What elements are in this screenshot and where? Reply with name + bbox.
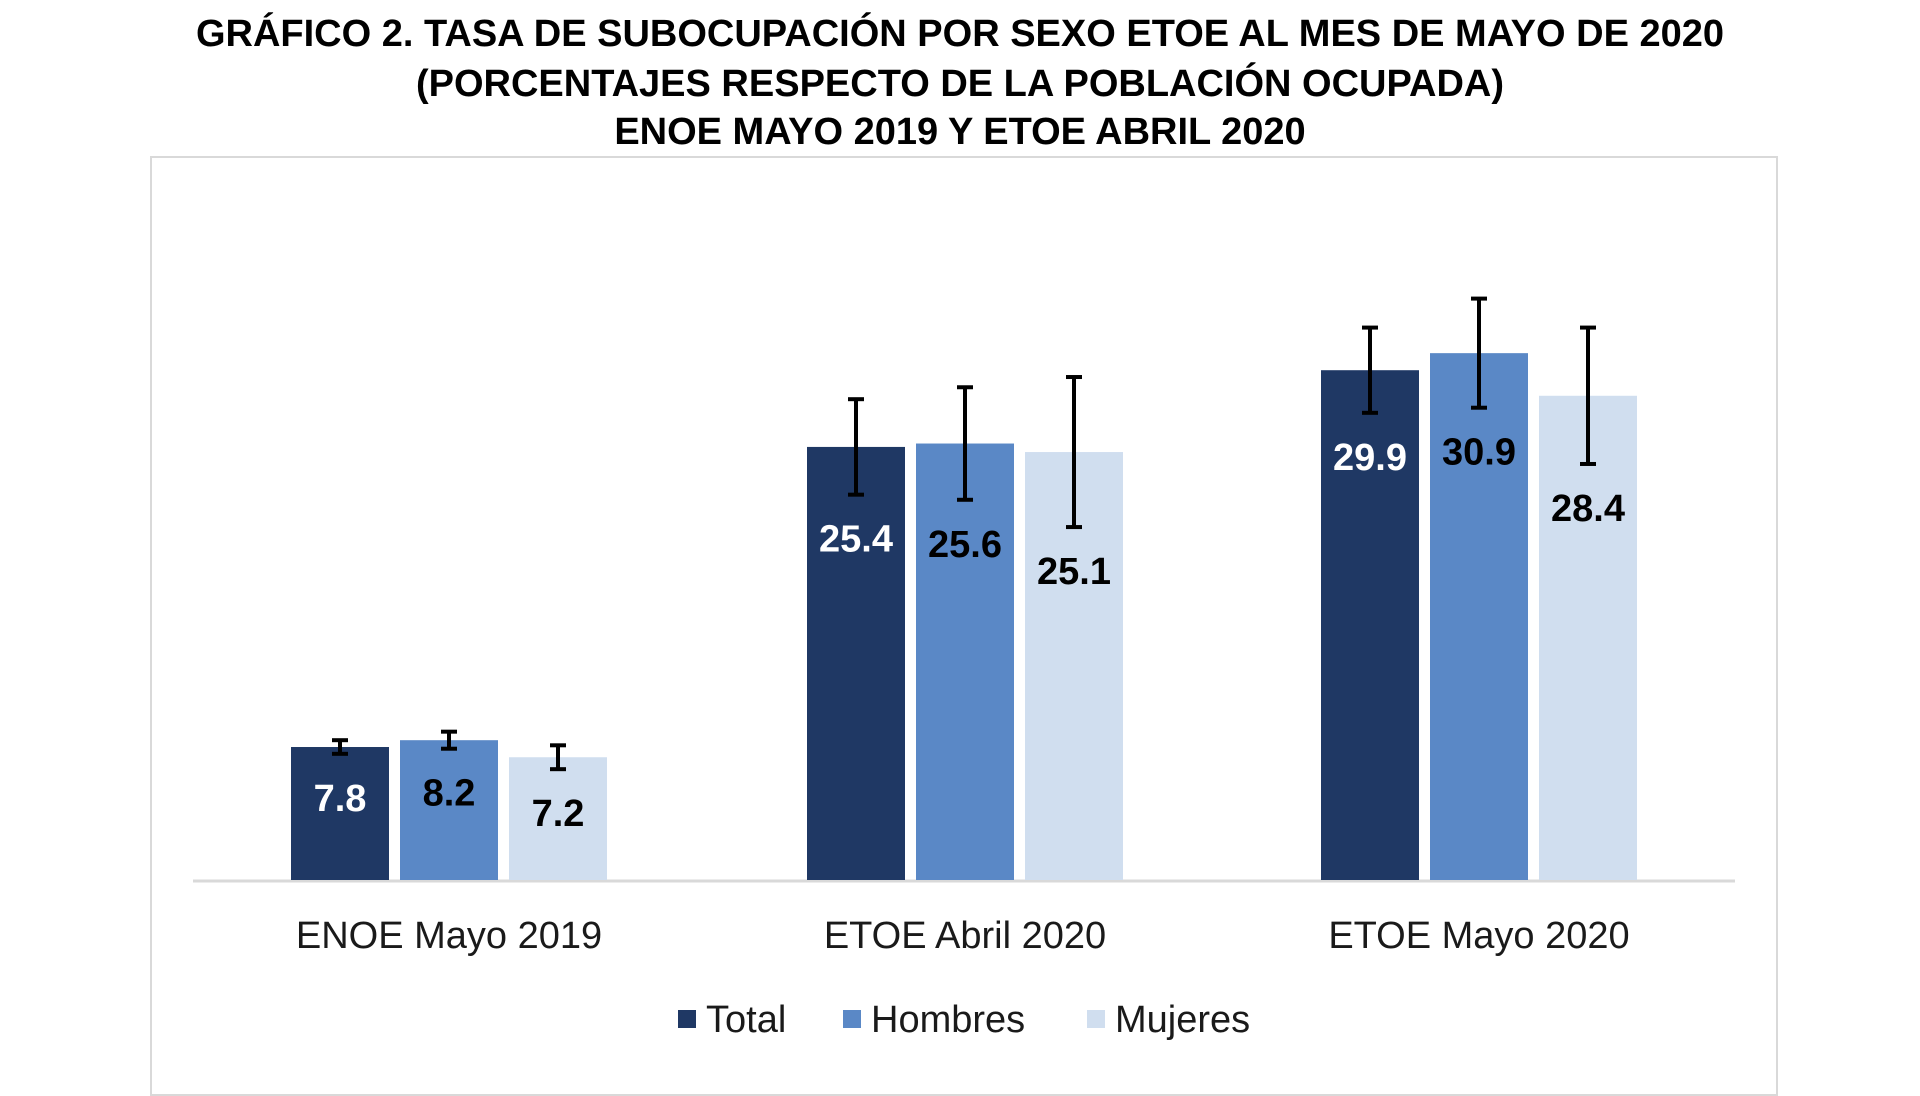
bar-total <box>291 747 389 880</box>
data-label: 7.8 <box>314 778 367 820</box>
x-tick-label: ETOE Abril 2020 <box>824 915 1106 957</box>
data-label: 25.4 <box>819 519 893 561</box>
x-tick-label: ENOE Mayo 2019 <box>296 915 602 957</box>
data-label: 25.1 <box>1037 551 1111 593</box>
legend-swatch-hombres <box>843 1010 861 1028</box>
bar-hombres <box>1430 353 1528 880</box>
legend-label-mujeres: Mujeres <box>1115 999 1250 1041</box>
chart-title-line-2: (PORCENTAJES RESPECTO DE LA POBLACIÓN OC… <box>415 63 1504 105</box>
bar-hombres <box>400 740 498 880</box>
legend-label-hombres: Hombres <box>871 999 1025 1041</box>
bar-total <box>807 446 905 880</box>
data-label: 28.4 <box>1551 488 1625 530</box>
bar-total <box>1321 370 1419 880</box>
data-label: 8.2 <box>423 773 476 815</box>
legend-swatch-total <box>678 1010 696 1028</box>
data-label: 25.6 <box>928 524 1002 566</box>
data-label: 30.9 <box>1442 432 1516 474</box>
data-label: 29.9 <box>1333 437 1407 479</box>
legend-swatch-mujeres <box>1087 1010 1105 1028</box>
bar-mujeres <box>509 757 607 880</box>
x-tick-label: ETOE Mayo 2020 <box>1328 915 1629 957</box>
chart-title-line-3: ENOE MAYO 2019 Y ETOE ABRIL 2020 <box>614 111 1306 153</box>
bar-mujeres <box>1539 395 1637 880</box>
chart-title-line-1: GRÁFICO 2. TASA DE SUBOCUPACIÓN POR SEXO… <box>195 13 1725 55</box>
bar-hombres <box>916 443 1014 880</box>
legend-label-total: Total <box>706 999 786 1041</box>
data-label: 7.2 <box>532 793 585 835</box>
